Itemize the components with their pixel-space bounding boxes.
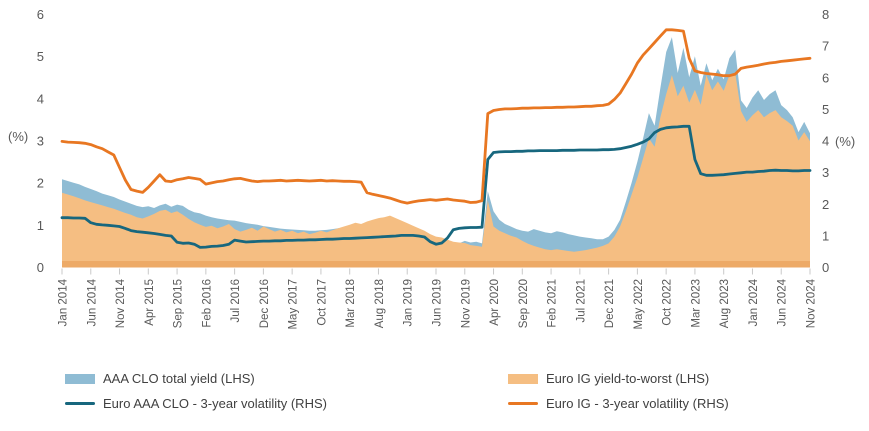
x-axis-tick-label: Apr 2020 (489, 279, 501, 326)
line-series (60, 28, 812, 205)
x-axis-tick-label: Oct 2017 (316, 279, 328, 326)
x-axis-tick-label: Feb 2021 (547, 279, 559, 328)
x-axis-tick-label: Nov 2024 (806, 278, 818, 328)
legend-label: Euro AAA CLO - 3-year volatility (RHS) (103, 396, 327, 411)
legend-label: AAA CLO total yield (LHS) (103, 371, 255, 386)
legend-swatch-area (65, 373, 95, 384)
x-axis-tick-label: Feb 2016 (201, 279, 213, 328)
baseline-strip (62, 261, 810, 268)
x-axis-tick-label: Jul 2021 (575, 279, 587, 322)
x-axis-tick-label: May 2022 (633, 279, 645, 330)
x-axis-tick-label: Jun 2024 (777, 278, 789, 326)
x-axis-tick-label: Jun 2014 (86, 278, 98, 326)
legend-swatch-line (508, 401, 538, 406)
right-axis-tick-label: 6 (822, 70, 829, 85)
legend-label: Euro IG - 3-year volatility (RHS) (546, 396, 729, 411)
right-axis-tick-label: 3 (822, 165, 829, 180)
right-axis-tick-label: 0 (822, 260, 829, 275)
left-axis-title: (%) (8, 129, 28, 144)
legend-item: Euro IG - 3-year volatility (RHS) (508, 396, 825, 411)
left-axis-tick-label: 4 (37, 91, 44, 106)
x-axis-tick-label: Aug 2018 (374, 279, 386, 328)
x-axis-tick-label: May 2017 (288, 279, 300, 330)
left-axis-tick-label: 3 (37, 134, 44, 149)
left-axis-tick-label: 5 (37, 49, 44, 64)
x-axis-tick-label: Jan 2019 (403, 279, 415, 326)
right-axis-tick-label: 5 (822, 102, 829, 117)
left-axis-tick-label: 0 (37, 260, 44, 275)
x-axis-tick-label: Nov 2019 (460, 279, 472, 328)
x-axis-tick-label: Nov 2014 (115, 278, 127, 328)
x-axis-tick-label: Dec 2021 (604, 279, 616, 328)
x-axis-tick-label: Sep 2015 (173, 279, 185, 328)
area-series (62, 73, 810, 267)
x-axis-tick-label: Oct 2022 (662, 279, 674, 326)
legend-item: Euro IG yield-to-worst (LHS) (508, 371, 825, 386)
right-axis-tick-label: 1 (822, 228, 829, 243)
right-axis-tick-label: 2 (822, 197, 829, 212)
left-axis-tick-label: 1 (37, 218, 44, 233)
legend-label: Euro IG yield-to-worst (LHS) (546, 371, 710, 386)
chart-legend: AAA CLO total yield (LHS) Euro IG yield-t… (65, 371, 825, 411)
x-axis-tick-label: Jan 2024 (748, 278, 760, 326)
x-axis-tick-label: Jan 2014 (58, 278, 70, 326)
right-axis-tick-label: 7 (822, 39, 829, 54)
x-axis-tick-label: Jul 2016 (230, 279, 242, 322)
x-axis-tick-label: Sep 2020 (518, 279, 530, 328)
left-axis-tick-label: 6 (37, 7, 44, 22)
x-axis-tick-label: Apr 2015 (144, 279, 156, 326)
right-axis-tick-label: 4 (822, 134, 829, 149)
x-axis-tick-label: Mar 2018 (345, 279, 357, 328)
x-axis-tick-label: Aug 2023 (719, 279, 731, 328)
x-axis-tick-label: Jun 2019 (432, 279, 444, 326)
right-axis-tick-label: 8 (822, 7, 829, 22)
right-axis-title: (%) (835, 134, 855, 149)
x-axis-tick-label: Mar 2023 (690, 279, 702, 328)
left-axis-tick-label: 2 (37, 176, 44, 191)
x-axis-tick-label: Dec 2016 (259, 279, 271, 328)
clo-ig-yield-volatility-chart: Jan 2014 Jun 2014 Nov 2014 Apr 2015 Sep 2015… (8, 7, 855, 330)
legend-swatch-area (508, 373, 538, 384)
legend-item: Euro AAA CLO - 3-year volatility (RHS) (65, 396, 508, 411)
legend-item: AAA CLO total yield (LHS) (65, 371, 508, 386)
legend-swatch-line (65, 401, 95, 406)
line-series (60, 124, 812, 249)
